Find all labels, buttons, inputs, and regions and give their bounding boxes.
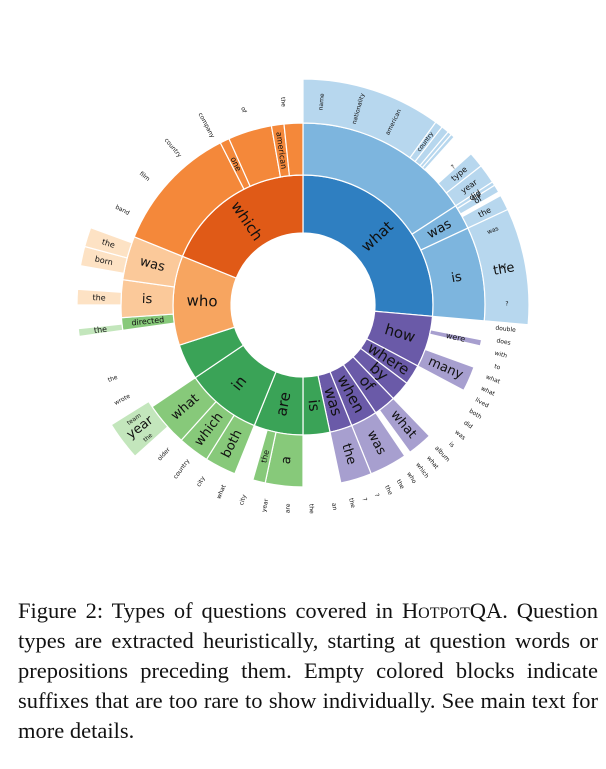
segment-how-ring2-0	[428, 329, 483, 347]
segment-how-ring2-1	[416, 348, 475, 392]
small-label-what: what	[485, 374, 502, 386]
small-label-film: film	[138, 170, 151, 183]
segment-what-ring3-8	[456, 184, 500, 215]
label-ring1-who: who	[186, 291, 218, 310]
label-ring3-the: the	[492, 260, 516, 278]
small-label-both: both	[468, 408, 483, 421]
small-label-was: was	[486, 225, 499, 236]
small-label-year: year	[261, 498, 270, 513]
small-label-lived: lived	[474, 397, 490, 410]
small-label-who: who	[405, 471, 418, 485]
segment-who-ring3-0	[76, 288, 123, 306]
small-label-the: the	[308, 504, 315, 514]
small-label-of: of	[500, 263, 508, 271]
small-label-country: country	[163, 137, 183, 159]
label-ring2-a: a	[279, 455, 295, 464]
segment-is-ring3-0	[110, 400, 169, 458]
small-label-city: city	[238, 493, 248, 506]
small-label-was: was	[453, 429, 466, 442]
label-ring2-were: were	[445, 331, 466, 344]
small-label-country: country	[172, 457, 192, 480]
segment-what-ring3-4	[421, 133, 456, 171]
small-label-band: band	[114, 204, 131, 217]
small-label-the: the	[395, 478, 406, 490]
label-ring3-born: born	[94, 254, 114, 267]
small-label-q: ?	[505, 301, 508, 308]
label-ring2-is: is	[142, 292, 153, 307]
figure-caption: Figure 2: Types of questions covered in …	[18, 596, 598, 746]
label-ring2-the: the	[259, 449, 271, 464]
label-ring2-is: is	[450, 270, 463, 287]
small-label-the: the	[279, 97, 287, 108]
small-label-did: did	[462, 419, 474, 430]
small-label-with: with	[494, 350, 508, 360]
small-label-does: does	[496, 337, 511, 346]
label-ring2-the: the	[338, 442, 359, 467]
label-ring2-was: was	[138, 254, 167, 275]
small-label-q: ?	[450, 164, 457, 171]
small-label-wrote: wrote	[113, 393, 132, 407]
small-label-company: company	[197, 112, 216, 140]
small-label-double: double	[495, 325, 516, 334]
segment-how-ring2-2	[378, 397, 431, 454]
small-label-are: are	[284, 503, 292, 513]
small-label-what: what	[425, 455, 440, 471]
dataset-name: HotpotQA	[401, 598, 503, 623]
small-label-q: ?	[373, 493, 381, 498]
segment-is-ring2-1	[252, 429, 277, 484]
label-ring1-are: are	[272, 390, 294, 417]
small-label-the: the	[383, 484, 394, 496]
segment-what-ring3-10	[467, 208, 530, 326]
sunburst-figure: what was is type year did of the the name national…	[76, 78, 530, 514]
label-ring2-directed: directed	[131, 315, 165, 327]
small-label-of: of	[239, 106, 248, 114]
small-label-older: older	[156, 446, 172, 462]
segment-is-ring2-4	[151, 376, 217, 442]
segment-who-ring3-2	[83, 226, 133, 259]
small-label-an: an	[330, 502, 338, 511]
small-label-q: ?	[360, 497, 368, 502]
segment-which-ring2-4	[283, 122, 304, 177]
small-label-the: the	[107, 374, 119, 384]
label-ring3-the: the	[101, 237, 116, 250]
small-label-name: name	[317, 93, 326, 111]
caption-rest: . Question types are extracted heuristic…	[18, 598, 599, 743]
small-label-which: which	[414, 461, 430, 479]
small-label-what: what	[215, 483, 228, 500]
small-label-is: is	[447, 441, 455, 449]
caption-lead: Types of questions covered in	[111, 598, 394, 623]
small-label-what: what	[480, 385, 497, 398]
small-label-the: the	[347, 497, 356, 509]
label-ring3-of: of	[472, 194, 483, 206]
segment-is-ring3-1	[77, 323, 124, 338]
label-ring3-the: the	[92, 293, 106, 302]
small-label-to: to	[493, 363, 501, 372]
small-label-the: the	[142, 432, 154, 444]
small-label-city: city	[195, 475, 207, 488]
label-ring1-is: is	[304, 398, 323, 412]
caption-label: Figure 2:	[18, 598, 104, 623]
small-label-did: did	[470, 192, 482, 203]
label-ring3-the: the	[93, 325, 107, 336]
